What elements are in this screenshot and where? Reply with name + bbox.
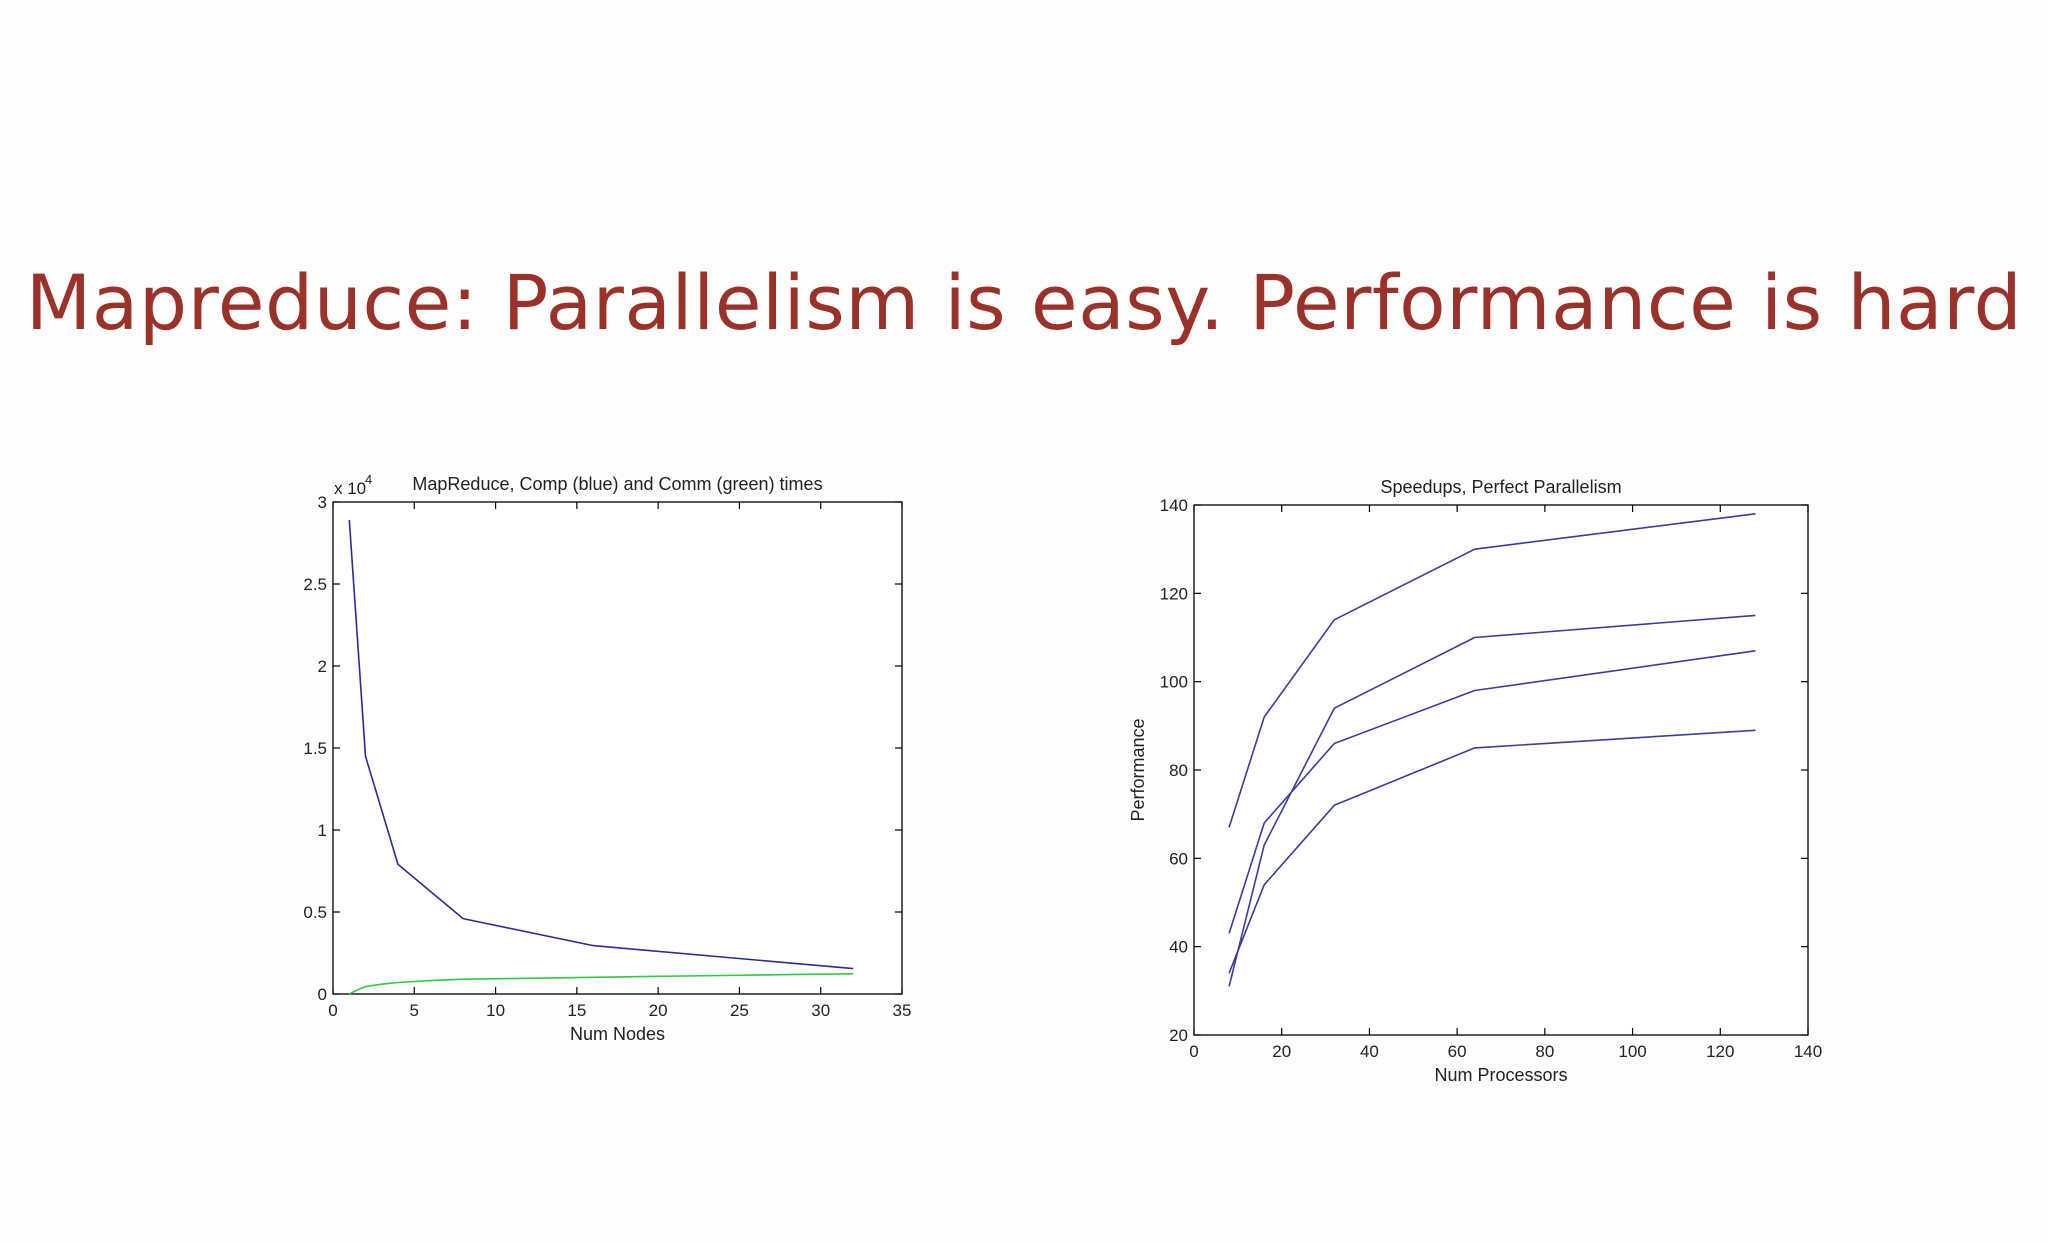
series-line-1 <box>1228 513 1756 828</box>
y-tick-label: 40 <box>1169 938 1188 957</box>
x-tick-label: 25 <box>730 1001 749 1020</box>
plot-area <box>332 501 903 995</box>
y-tick-label: 60 <box>1169 849 1188 868</box>
y-tick-label: 1 <box>318 821 327 840</box>
y-tick-label: 0.5 <box>303 903 327 922</box>
y-tick-label: 3 <box>318 493 327 512</box>
y-tick-label: 80 <box>1169 761 1188 780</box>
x-tick-label: 5 <box>410 1001 419 1020</box>
x-tick-label: 35 <box>893 1001 912 1020</box>
x-tick-label: 40 <box>1360 1042 1379 1061</box>
x-axis-label: Num Processors <box>1434 1065 1567 1085</box>
series-line-2 <box>348 973 854 995</box>
chart-2: 0 20 40 60 80 100 120 14020406080100120140Speed… <box>1128 477 1822 1085</box>
x-tick-label: 120 <box>1706 1042 1734 1061</box>
x-tick-label: 80 <box>1535 1042 1554 1061</box>
plot-area <box>1193 504 1809 1036</box>
chart-title: Speedups, Perfect Parallelism <box>1380 477 1621 497</box>
chart-title: MapReduce, Comp (blue) and Comm (green) … <box>412 474 822 494</box>
x-axis-label: Num Nodes <box>570 1024 665 1044</box>
x-tick-label: 20 <box>649 1001 668 1020</box>
x-tick-label: 10 <box>486 1001 505 1020</box>
slide-title: Mapreduce: Parallelism is easy. Performa… <box>25 258 2023 347</box>
y-tick-label: 1.5 <box>303 739 327 758</box>
y-tick-label: 2.5 <box>303 575 327 594</box>
x-tick-label: 0 <box>328 1001 337 1020</box>
y-axis-label: Performance <box>1128 718 1148 821</box>
x-tick-label: 0 <box>1189 1042 1198 1061</box>
series-line-1 <box>348 519 854 970</box>
x-tick-label: 15 <box>567 1001 586 1020</box>
y-multiplier-exponent: 4 <box>365 472 372 487</box>
y-tick-label: 2 <box>318 657 327 676</box>
y-tick-label: 140 <box>1160 496 1188 515</box>
y-tick-label: 120 <box>1160 584 1188 603</box>
y-tick-label: 0 <box>318 985 327 1004</box>
y-multiplier-label: x 10 <box>334 479 366 498</box>
x-tick-label: 140 <box>1794 1042 1822 1061</box>
x-tick-label: 20 <box>1272 1042 1291 1061</box>
series-line-4 <box>1228 729 1756 974</box>
series-line-3 <box>1228 650 1756 934</box>
y-tick-label: 100 <box>1160 673 1188 692</box>
y-tick-label: 20 <box>1169 1026 1188 1045</box>
x-tick-label: 60 <box>1448 1042 1467 1061</box>
x-tick-label: 30 <box>811 1001 830 1020</box>
chart-1: 0 5 10 15 20 25 30 35 0 0.5 1 1.5 2 2.5 3 MapReduce, Co… <box>303 472 911 1044</box>
series-line-2 <box>1228 614 1756 987</box>
x-tick-label: 100 <box>1618 1042 1646 1061</box>
